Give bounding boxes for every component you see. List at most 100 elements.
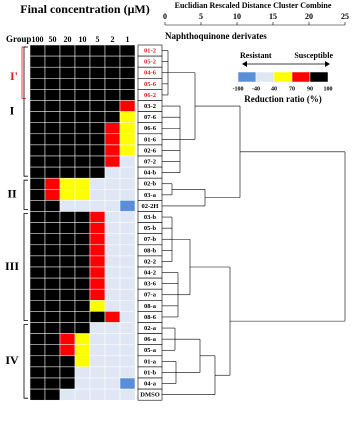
heat-cell <box>104 322 121 334</box>
heat-cell <box>29 89 46 101</box>
tick-label: 5 <box>199 12 203 21</box>
heat-cell <box>74 200 91 212</box>
tick-label: 15 <box>269 12 277 21</box>
heat-cell <box>44 211 61 223</box>
heat-cell <box>44 344 61 357</box>
heat-cell <box>74 344 91 357</box>
heat-cell <box>44 300 61 312</box>
row-label: 01-a <box>144 358 157 365</box>
heat-cell <box>44 366 61 379</box>
heat-cell <box>119 311 136 323</box>
heat-cell <box>59 122 76 135</box>
row-label: 02-a <box>144 325 157 332</box>
heat-cell <box>104 266 121 279</box>
heat-cell <box>89 311 106 323</box>
heat-cell <box>29 78 46 90</box>
heat-cell <box>29 133 46 146</box>
heat-cell <box>74 311 91 323</box>
heat-cell <box>119 211 136 223</box>
heat-cell <box>29 233 46 246</box>
heat-cell <box>119 322 136 334</box>
heat-cell <box>74 366 91 379</box>
heat-cell <box>59 189 76 201</box>
heat-cell <box>29 177 46 190</box>
row-label: 01-2 <box>144 48 156 55</box>
heat-cell <box>59 211 76 223</box>
heat-cell <box>59 266 76 279</box>
row-label: 06-6 <box>144 125 157 132</box>
heat-cell <box>119 333 136 345</box>
heat-cell <box>104 344 121 357</box>
heat-cell <box>44 322 61 334</box>
row-label: 06-a <box>144 336 157 343</box>
row-label: 08-a <box>144 303 157 310</box>
row-label: 03-a <box>144 192 157 199</box>
heat-cell <box>59 155 76 168</box>
row-label: 08-6 <box>144 314 157 321</box>
heat-cell <box>44 200 61 212</box>
heat-cell <box>74 44 91 57</box>
row-label: 04-2 <box>144 270 156 277</box>
heat-cell <box>119 122 136 135</box>
legend-swatch <box>255 71 275 83</box>
heat-cell <box>89 266 106 279</box>
heat-cell <box>29 166 46 179</box>
heat-cell <box>44 55 61 68</box>
heat-cell <box>59 111 76 123</box>
heat-cell <box>29 300 46 312</box>
row-label: 04-b <box>144 170 157 177</box>
heat-cell <box>29 222 46 234</box>
heat-cell <box>119 244 136 257</box>
row-label: 03-6 <box>144 281 157 288</box>
heat-cell <box>59 255 76 268</box>
row-label: 05-6 <box>144 81 157 88</box>
heat-cell <box>89 222 106 234</box>
row-label: 03-2 <box>144 103 156 110</box>
heat-cell <box>74 211 91 223</box>
row-label: 04-6 <box>144 70 157 77</box>
heat-cell <box>59 288 76 301</box>
legend-tick: -40 <box>252 86 260 92</box>
heat-cell <box>74 66 91 79</box>
heat-cell <box>104 288 121 301</box>
legend-right: Susceptible <box>294 51 333 60</box>
heat-cell <box>104 111 121 123</box>
heat-cell <box>119 377 136 390</box>
legend-left: Resistant <box>240 51 272 60</box>
legend-tick: 40 <box>271 86 277 92</box>
group-bracket <box>23 324 28 399</box>
heat-cell <box>44 355 61 368</box>
heat-cell <box>89 144 106 157</box>
heat-cell <box>74 355 91 368</box>
heat-cell <box>89 244 106 257</box>
heat-cell <box>104 144 121 157</box>
tick-label: 0 <box>163 12 167 21</box>
heat-cell <box>104 89 121 101</box>
heat-cell <box>89 155 106 168</box>
heat-cell <box>104 200 121 212</box>
heat-cell <box>29 111 46 123</box>
heat-cell <box>29 344 46 357</box>
heat-cell <box>29 122 46 135</box>
row-label: 07-2 <box>144 159 156 166</box>
heat-cell <box>74 166 91 179</box>
heat-cell <box>89 122 106 135</box>
heat-cell <box>59 144 76 157</box>
heat-cell <box>59 78 76 90</box>
heat-cell <box>104 311 121 323</box>
heat-cell <box>59 100 76 112</box>
heat-cell <box>89 89 106 101</box>
row-label: 03-b <box>144 214 157 221</box>
heat-cell <box>29 144 46 157</box>
heat-cell <box>89 100 106 112</box>
heat-cell <box>104 78 121 90</box>
group-label: IV <box>5 353 19 367</box>
heat-cell <box>74 189 91 201</box>
heat-cell <box>104 277 121 290</box>
heat-cell <box>89 133 106 146</box>
heat-cell <box>44 311 61 323</box>
heat-cell <box>104 366 121 379</box>
heat-cell <box>89 177 106 190</box>
heat-cell <box>104 166 121 179</box>
row-header: Naphthoquinone derivates <box>165 31 267 41</box>
